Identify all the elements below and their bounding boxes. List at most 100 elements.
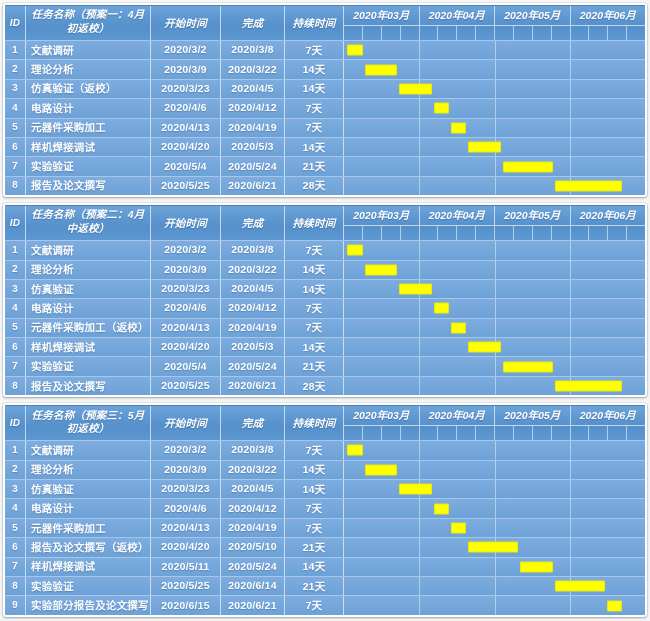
task-id-cell: 2 [5,260,26,279]
week-grid-cell [627,26,645,40]
task-name-cell: 实验验证 [26,157,151,176]
column-header-id: ID [5,6,26,40]
task-name-cell: 样机焊接调试 [26,338,151,357]
task-duration-cell: 28天 [285,376,344,396]
gantt-bar [347,244,363,256]
task-id-cell: 2 [5,60,26,79]
gantt-plan-table-2: ID 任务名称（预案二：4月中返校） 开始时间 完成 持续时间 2020年03月 2020年… [3,203,647,398]
task-name-cell: 电路设计 [26,299,151,318]
month-header: 2020年06月 [570,6,645,26]
column-header-start-date: 开始时间 [151,6,221,40]
month-header: 2020年05月 [495,206,571,227]
task-finish-date-cell: 2020/5/10 [221,538,285,557]
gantt-timeline-cell [344,299,645,318]
month-gridline [569,557,571,576]
task-duration-cell: 7天 [285,118,344,137]
week-grid-cell [514,26,533,40]
gantt-timeline-cell [344,279,645,299]
week-grid-cell [627,226,645,240]
task-id-cell: 9 [5,596,26,615]
task-finish-date-cell: 2020/5/24 [221,357,285,376]
task-name-cell: 仿真验证 [26,279,151,299]
gantt-bar [364,264,398,276]
gantt-timeline-cell [344,176,645,196]
week-grid-cell [382,226,401,241]
task-id-cell: 7 [5,557,26,576]
task-start-date-cell: 2020/4/13 [151,518,221,538]
task-name-cell: 报告及论文撰写（返校） [26,538,151,557]
month-gridline [419,441,421,460]
week-grid-cell [420,26,439,40]
task-name-cell: 理论分析 [26,60,151,79]
gantt-bar [502,161,553,173]
month-gridline [569,137,571,157]
month-gridline [494,60,496,79]
task-id-cell: 4 [5,99,26,118]
month-gridline [494,499,496,518]
column-header-duration: 持续时间 [285,406,344,441]
week-grid-cell [495,226,514,241]
task-finish-date-cell: 2020/6/21 [221,176,285,196]
gantt-timeline-cell [344,376,645,396]
task-finish-date-cell: 2020/4/12 [221,99,285,118]
month-gridline [419,241,421,260]
month-gridline [419,299,421,318]
week-grid-cell [533,226,552,241]
task-start-date-cell: 2020/3/23 [151,79,221,99]
month-header: 2020年06月 [570,406,645,427]
week-grid-row [344,26,645,40]
month-gridline [419,137,421,157]
month-gridline [569,318,571,338]
month-gridline [494,79,496,99]
task-duration-cell: 7天 [285,241,344,260]
task-duration-cell: 7天 [285,441,344,460]
month-gridline [569,357,571,376]
week-grid-cell [476,26,495,40]
task-start-date-cell: 2020/3/2 [151,441,221,460]
week-grid-cell [627,426,645,440]
task-finish-date-cell: 2020/4/12 [221,499,285,518]
month-header: 2020年03月 [344,206,420,227]
week-grid-cell [344,226,363,241]
week-grid-cell [495,426,514,441]
week-grid-cell [608,426,628,441]
gantt-bar [468,541,519,553]
gantt-timeline-cell [344,441,645,460]
task-start-date-cell: 2020/3/9 [151,460,221,480]
month-gridline [494,279,496,299]
gantt-timeline-cell [344,79,645,99]
task-duration-cell: 7天 [285,499,344,518]
task-name-cell: 实验部分报告及论文撰写 [26,596,151,615]
month-header: 2020年05月 [495,6,571,26]
month-gridline [569,518,571,538]
month-gridline [419,157,421,176]
task-duration-cell: 14天 [285,260,344,279]
task-id-cell: 1 [5,41,26,60]
task-id-cell: 6 [5,137,26,157]
table-row: 6 样机焊接调试 2020/4/20 2020/5/3 14天 [5,337,645,357]
task-name-cell: 仿真验证 [26,480,151,499]
month-gridline [494,260,496,279]
month-header: 2020年06月 [570,206,645,227]
task-start-date-cell: 2020/5/25 [151,176,221,196]
month-header: 2020年04月 [419,406,495,427]
month-gridline [494,557,496,576]
month-gridline [494,441,496,460]
task-finish-date-cell: 2020/4/5 [221,79,285,99]
week-grid-cell [401,426,420,441]
gantt-bar [347,444,363,456]
week-grid-cell [495,26,514,40]
month-gridline [494,357,496,376]
task-name-cell: 文献调研 [26,241,151,260]
table-row: 9 实验部分报告及论文撰写 2020/6/15 2020/6/21 7天 [5,595,645,615]
task-duration-cell: 7天 [285,299,344,318]
gantt-timeline-cell [344,241,645,260]
month-gridline [569,118,571,137]
month-gridline [419,357,421,376]
gantt-timeline-cell [344,480,645,499]
task-duration-cell: 14天 [285,60,344,79]
task-id-cell: 3 [5,480,26,499]
task-finish-date-cell: 2020/3/8 [221,441,285,460]
week-grid-cell [382,26,401,40]
